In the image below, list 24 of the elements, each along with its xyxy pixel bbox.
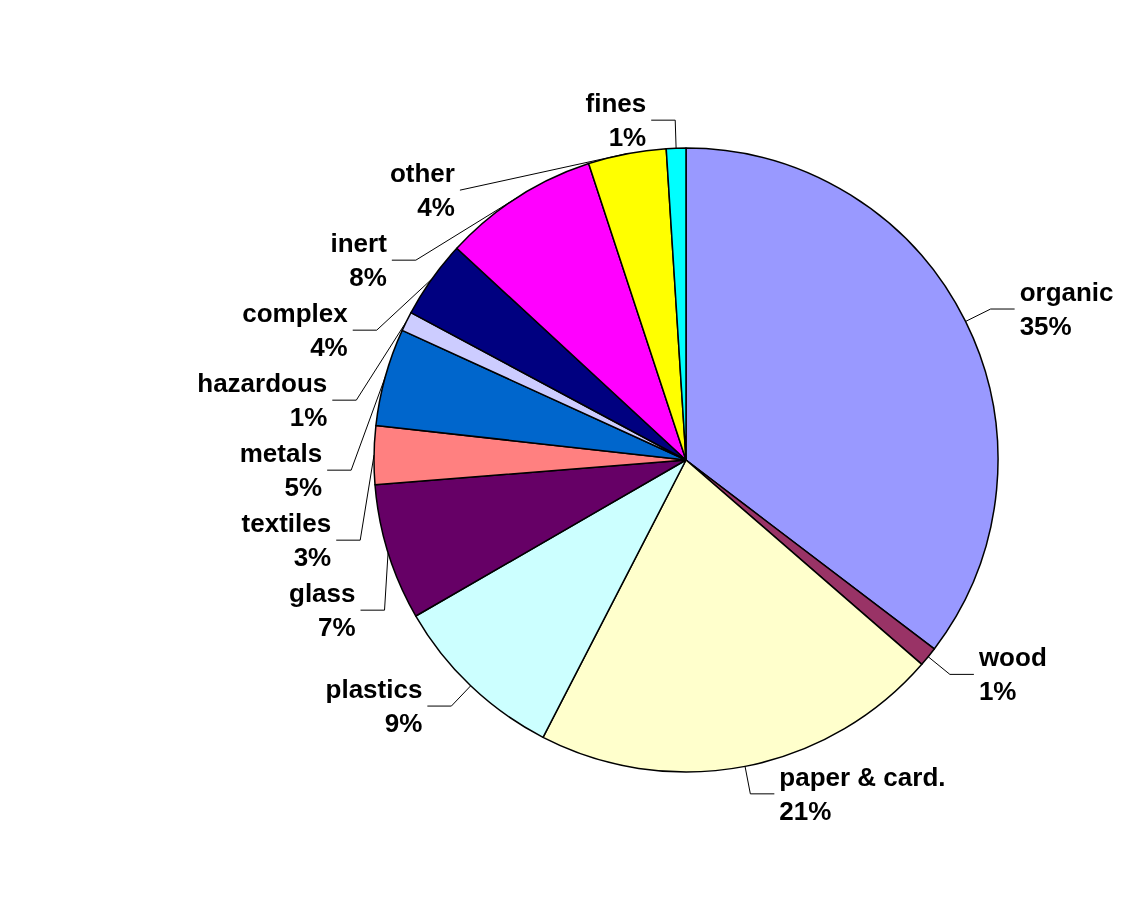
- data-label: 5%: [284, 472, 323, 503]
- data-label: 3%: [293, 542, 332, 573]
- slice-label: metals: [239, 438, 323, 469]
- slice-label: inert: [330, 228, 388, 259]
- data-label: 7%: [317, 612, 356, 643]
- slice-label: paper & card.: [779, 761, 946, 792]
- data-label: 9%: [384, 708, 423, 739]
- slice-label: complex: [242, 298, 349, 329]
- data-label: 8%: [349, 262, 387, 293]
- slice-label: hazardous: [197, 368, 328, 399]
- data-label: 4%: [310, 332, 348, 363]
- slice-label: glass: [289, 578, 356, 609]
- data-label: 1%: [289, 402, 328, 433]
- data-label: 1%: [978, 676, 1017, 707]
- slice-label: wood: [977, 642, 1047, 673]
- slice-label: plastics: [325, 674, 423, 705]
- slice-label: organic: [1019, 277, 1114, 308]
- data-label: 4%: [417, 192, 455, 223]
- data-label: 1%: [608, 122, 647, 153]
- data-label: 35%: [1019, 311, 1072, 342]
- data-label: 21%: [779, 795, 832, 826]
- slice-label: textiles: [241, 508, 332, 539]
- slice-label: other: [389, 158, 455, 189]
- slice-label: fines: [585, 88, 647, 119]
